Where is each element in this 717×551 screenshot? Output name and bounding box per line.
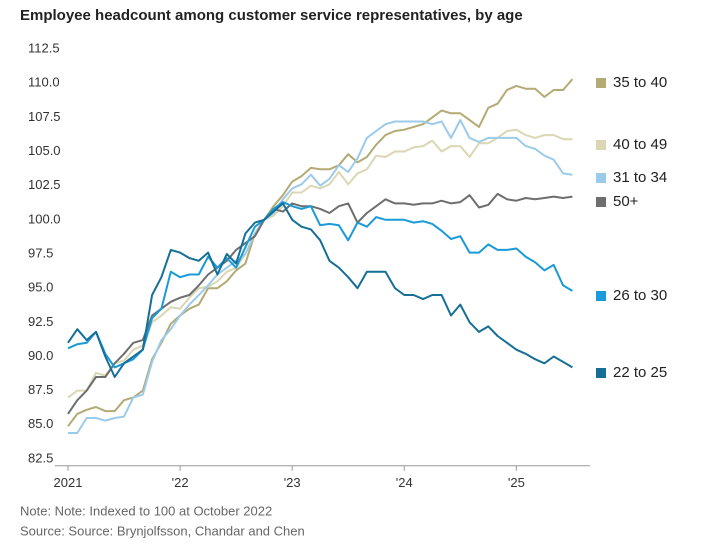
- legend-label: 26 to 30: [613, 287, 667, 304]
- legend-swatch: [596, 368, 606, 378]
- series-line: [67, 78, 574, 427]
- series-line: [67, 128, 573, 399]
- x-tick-label: '24: [396, 475, 413, 490]
- legend-label: 40 to 49: [613, 136, 667, 153]
- series-line: [68, 119, 573, 434]
- source: Source: Source: Brynjolfsson, Chandar an…: [20, 523, 305, 538]
- legend-swatch: [596, 173, 606, 183]
- y-tick-label: 102.5: [28, 177, 61, 192]
- chart-title: Employee headcount among customer servic…: [20, 7, 523, 24]
- legend-label: 31 to 34: [613, 169, 667, 186]
- y-tick-label: 105.0: [28, 143, 61, 158]
- y-tick-label: 100.0: [28, 211, 61, 226]
- legend-label: 22 to 25: [613, 364, 667, 381]
- legend-label: 35 to 40: [613, 74, 667, 91]
- x-tick-label: 2021: [54, 475, 83, 490]
- legend-swatch: [596, 78, 606, 88]
- y-tick-label: 82.5: [28, 450, 53, 465]
- note: Note: Note: Indexed to 100 at October 20…: [20, 503, 272, 518]
- y-tick-label: 87.5: [28, 382, 53, 397]
- x-tick-label: '25: [508, 475, 525, 490]
- y-tick-label: 112.5: [28, 40, 60, 55]
- legend-swatch: [596, 140, 606, 150]
- y-tick-label: 85.0: [28, 416, 53, 431]
- legend-swatch: [596, 197, 606, 207]
- series-line: [67, 201, 573, 369]
- y-tick-label: 107.5: [28, 109, 61, 124]
- x-tick-label: '23: [284, 475, 301, 490]
- y-tick-label: 110.0: [28, 75, 60, 90]
- y-tick-label: 90.0: [28, 348, 53, 363]
- series-line: [67, 192, 573, 415]
- y-tick-label: 95.0: [28, 280, 53, 295]
- legend-label: 50+: [613, 193, 639, 210]
- series-line: [67, 202, 573, 378]
- x-tick-label: '22: [172, 475, 189, 490]
- y-tick-label: 97.5: [28, 245, 53, 260]
- y-tick-label: 92.5: [28, 314, 53, 329]
- legend-swatch: [596, 291, 606, 301]
